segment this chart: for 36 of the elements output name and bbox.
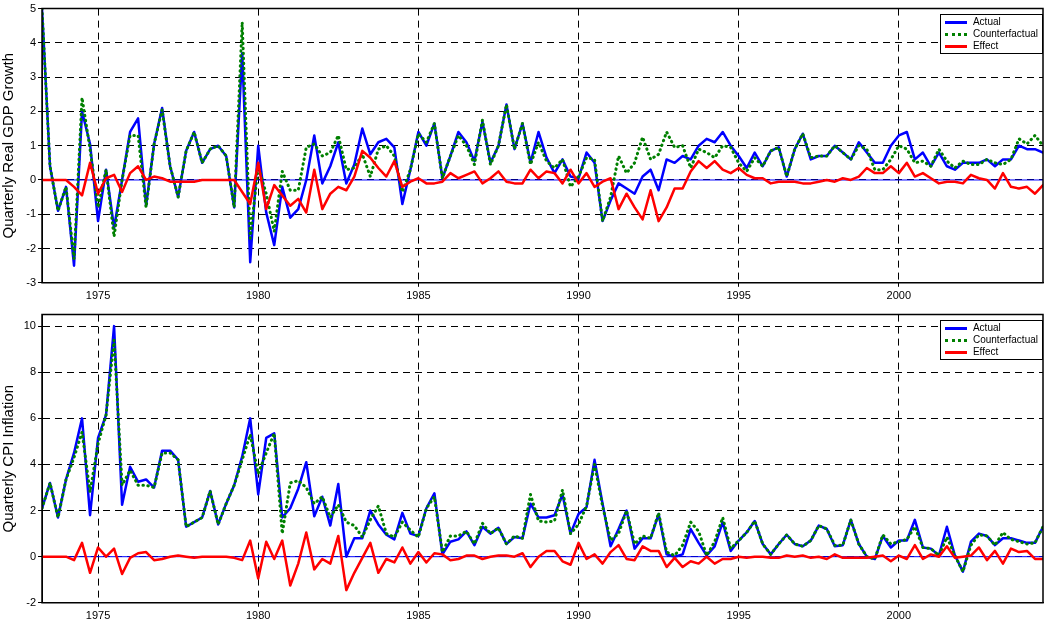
x-tick-label: 1980 (245, 609, 271, 622)
y-tick-label: 4 (29, 457, 36, 470)
legend-label: Actual (972, 322, 1001, 334)
y-tick-label: 3 (29, 70, 36, 83)
x-tick-label: 1995 (726, 609, 751, 622)
y-tick-label: -3 (26, 275, 36, 288)
y-tick-label: 0 (29, 173, 36, 186)
y-tick-label: 4 (29, 35, 36, 48)
y-axis-title: Quarterly Real GDP Growth (0, 52, 17, 239)
x-tick-label: 1985 (406, 609, 431, 622)
y-axis-title: Quarterly CPI Inflation (0, 384, 17, 533)
legend-label: Effect (972, 346, 999, 358)
legend-label: Actual (972, 16, 1001, 28)
y-tick-label: 1 (29, 138, 36, 151)
y-tick-label: 2 (29, 503, 36, 516)
x-tick-label: 1995 (726, 289, 751, 302)
x-tick-label: 1990 (566, 609, 591, 622)
legend-label: Counterfactual (972, 334, 1038, 346)
x-tick-label: 1980 (245, 289, 271, 302)
legend-label: Counterfactual (972, 28, 1038, 40)
x-tick-label: 1975 (85, 609, 111, 622)
y-tick-label: 0 (29, 549, 36, 562)
y-tick-label: -1 (26, 207, 36, 220)
legend-label: Effect (972, 40, 999, 52)
y-tick-label: 5 (29, 1, 36, 14)
y-tick-label: -2 (26, 595, 36, 608)
x-tick-label: 2000 (886, 289, 912, 302)
y-tick-label: 6 (29, 411, 36, 424)
x-tick-label: 1985 (406, 289, 431, 302)
x-tick-label: 2000 (886, 609, 912, 622)
x-tick-label: 1990 (566, 289, 591, 302)
x-tick-label: 1975 (85, 289, 111, 302)
y-tick-label: 2 (29, 104, 36, 117)
y-tick-label: 10 (23, 319, 36, 332)
y-tick-label: -2 (26, 241, 36, 254)
y-tick-label: 8 (29, 365, 36, 378)
